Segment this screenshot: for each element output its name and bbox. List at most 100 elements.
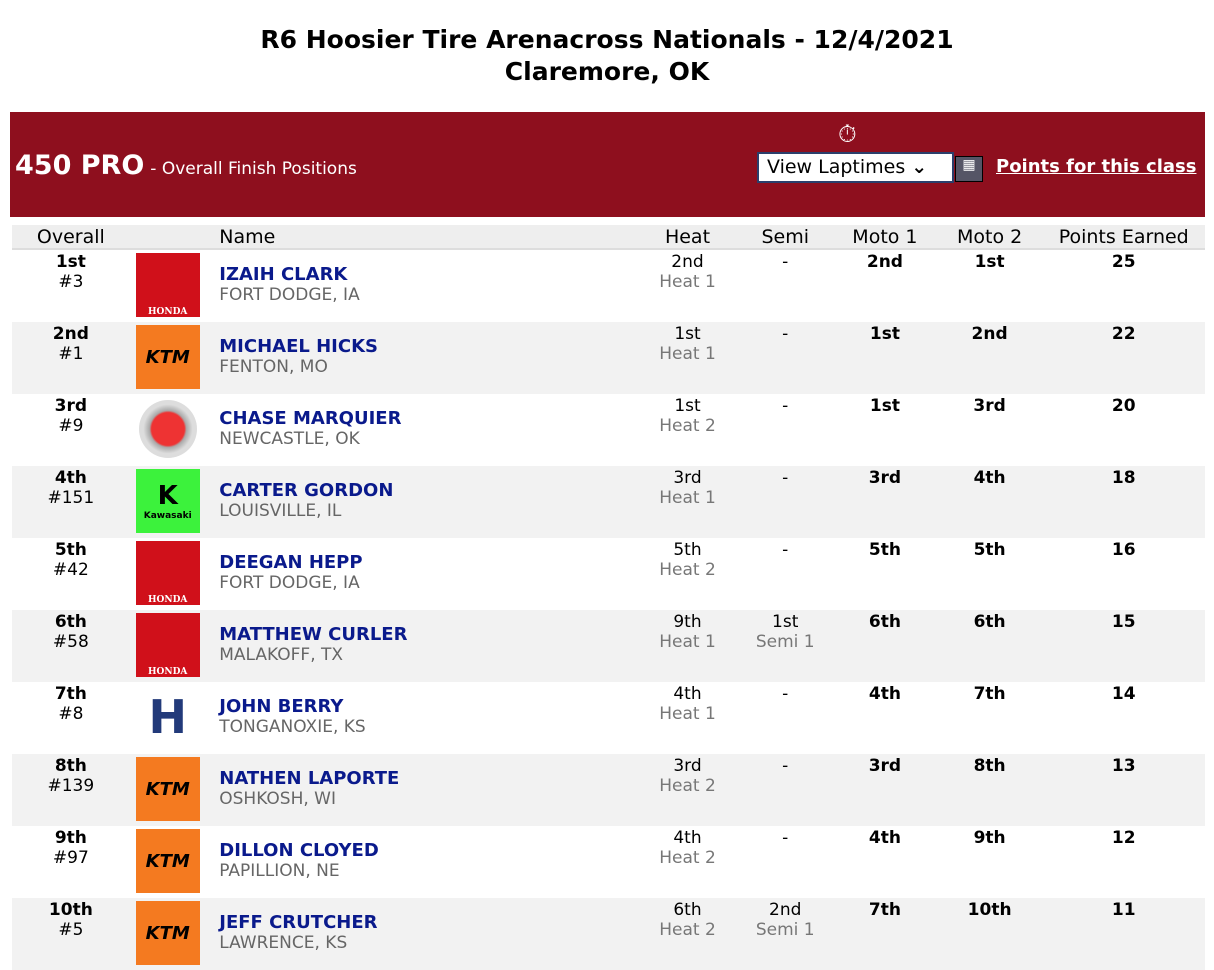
- rider-hometown: FENTON, MO: [219, 357, 328, 377]
- overall-position: 7th: [54, 684, 87, 704]
- class-name: 450 PRO: [15, 150, 145, 181]
- rider-name-link[interactable]: MATTHEW CURLER: [219, 624, 408, 645]
- table-row: 8th #139 KTM NATHEN LAPORTE OSHKOSH, WI 3r…: [12, 754, 1205, 826]
- points-earned: 12: [1111, 828, 1136, 848]
- bike-number: #3: [58, 272, 84, 292]
- column-header-logo: [129, 225, 216, 250]
- moto1-finish: 5th: [868, 540, 901, 560]
- heat-finish: 2nd: [671, 252, 704, 272]
- rider-hometown: PAPILLION, NE: [219, 861, 340, 881]
- ktm-logo: KTM: [135, 757, 200, 821]
- rider-hometown: NEWCASTLE, OK: [219, 429, 360, 449]
- moto1-finish: 4th: [868, 828, 901, 848]
- rider-name-link[interactable]: CHASE MARQUIER: [219, 408, 402, 429]
- ktm-logo: KTM: [135, 901, 200, 965]
- rider-hometown: FORT DODGE, IA: [219, 573, 360, 593]
- rider-name-link[interactable]: IZAIH CLARK: [219, 264, 348, 285]
- semi-finish: -: [782, 468, 789, 488]
- semi-finish: 1st: [772, 612, 799, 632]
- bike-number: #8: [58, 704, 84, 724]
- bike-number: #97: [52, 848, 89, 868]
- rider-hometown: LAWRENCE, KS: [219, 933, 348, 953]
- laptimes-select[interactable]: View Laptimes ⌄: [757, 152, 954, 183]
- table-row: 4th #151 K Kawasaki CARTER GORDON LOUISVILL…: [12, 466, 1205, 538]
- points-earned: 18: [1111, 468, 1136, 488]
- rider-hometown: MALAKOFF, TX: [219, 645, 344, 665]
- overall-position: 10th: [48, 900, 93, 920]
- moto2-finish: 8th: [973, 756, 1006, 776]
- heat-finish: 9th: [673, 612, 702, 632]
- moto2-finish: 3rd: [973, 396, 1006, 416]
- moto2-finish: 1st: [974, 252, 1005, 272]
- moto1-finish: 1st: [869, 396, 900, 416]
- table-row: 9th #97 KTM DILLON CLOYED PAPILLION, NE 4t…: [12, 826, 1205, 898]
- moto2-finish: 4th: [973, 468, 1006, 488]
- bike-number: #1: [58, 344, 84, 364]
- column-header: Semi: [737, 225, 834, 250]
- rider-name-link[interactable]: MICHAEL HICKS: [219, 336, 378, 357]
- heat-number: Heat 1: [659, 272, 716, 292]
- semi-finish: 2nd: [769, 900, 802, 920]
- rider-name-link[interactable]: CARTER GORDON: [219, 480, 394, 501]
- heat-finish: 4th: [673, 684, 702, 704]
- heat-finish: 3rd: [673, 468, 702, 488]
- semi-finish: -: [782, 396, 789, 416]
- overall-position: 2nd: [52, 324, 89, 344]
- moto1-finish: 6th: [868, 612, 901, 632]
- moto2-finish: 9th: [973, 828, 1006, 848]
- points-earned: 20: [1111, 396, 1136, 416]
- semi-number: Semi 1: [755, 632, 815, 652]
- column-header: Overall: [12, 225, 130, 250]
- heat-finish: 1st: [674, 396, 701, 416]
- husqvarna-logo: H: [135, 685, 200, 749]
- overall-position: 6th: [54, 612, 87, 632]
- column-header: Points Earned: [1042, 225, 1205, 250]
- points-earned: 11: [1111, 900, 1136, 920]
- yamaha-logo: [135, 397, 200, 461]
- heat-number: Heat 2: [659, 920, 716, 940]
- class-header-bar: 450 PRO - Overall Finish Positions ⏱ View…: [10, 112, 1205, 217]
- overall-position: 5th: [54, 540, 87, 560]
- semi-finish: -: [782, 324, 789, 344]
- points-earned: 14: [1111, 684, 1136, 704]
- table-row: 6th #58 HONDA MATTHEW CURLER MALAKOFF, TX …: [12, 610, 1205, 682]
- honda-logo: HONDA: [135, 541, 200, 605]
- bike-number: #58: [52, 632, 89, 652]
- heat-finish: 5th: [673, 540, 702, 560]
- column-header: Moto 1: [833, 225, 937, 250]
- semi-finish: -: [782, 828, 789, 848]
- heat-number: Heat 2: [659, 416, 716, 436]
- points-earned: 13: [1111, 756, 1136, 776]
- rider-name-link[interactable]: NATHEN LAPORTE: [219, 768, 400, 789]
- ktm-logo: KTM: [135, 325, 200, 389]
- honda-logo: HONDA: [135, 253, 200, 317]
- moto1-finish: 3rd: [868, 756, 902, 776]
- overall-position: 8th: [54, 756, 87, 776]
- heat-finish: 4th: [673, 828, 702, 848]
- heat-number: Heat 1: [659, 632, 716, 652]
- rider-hometown: LOUISVILLE, IL: [219, 501, 342, 521]
- points-link[interactable]: Points for this class: [996, 156, 1197, 177]
- heat-finish: 1st: [674, 324, 701, 344]
- kawasaki-logo: K Kawasaki: [135, 469, 200, 533]
- semi-finish: -: [782, 540, 789, 560]
- heat-finish: 6th: [673, 900, 702, 920]
- bike-number: #9: [58, 416, 84, 436]
- table-row: 2nd #1 KTM MICHAEL HICKS FENTON, MO 1st Hea…: [12, 322, 1205, 394]
- heat-number: Heat 2: [659, 776, 716, 796]
- heat-number: Heat 2: [659, 848, 716, 868]
- moto2-finish: 5th: [973, 540, 1006, 560]
- semi-number: Semi 1: [755, 920, 815, 940]
- bike-number: #151: [47, 488, 95, 508]
- bike-number: #139: [47, 776, 95, 796]
- overall-position: 3rd: [54, 396, 88, 416]
- bike-number: #42: [52, 560, 89, 580]
- calendar-icon[interactable]: ▦: [955, 156, 983, 182]
- rider-name-link[interactable]: DILLON CLOYED: [219, 840, 379, 861]
- points-earned: 25: [1111, 252, 1136, 272]
- semi-finish: -: [782, 252, 789, 272]
- rider-name-link[interactable]: JEFF CRUTCHER: [219, 912, 378, 933]
- stopwatch-icon: ⏱: [838, 120, 857, 148]
- rider-name-link[interactable]: JOHN BERRY: [219, 696, 344, 717]
- rider-name-link[interactable]: DEEGAN HEPP: [219, 552, 363, 573]
